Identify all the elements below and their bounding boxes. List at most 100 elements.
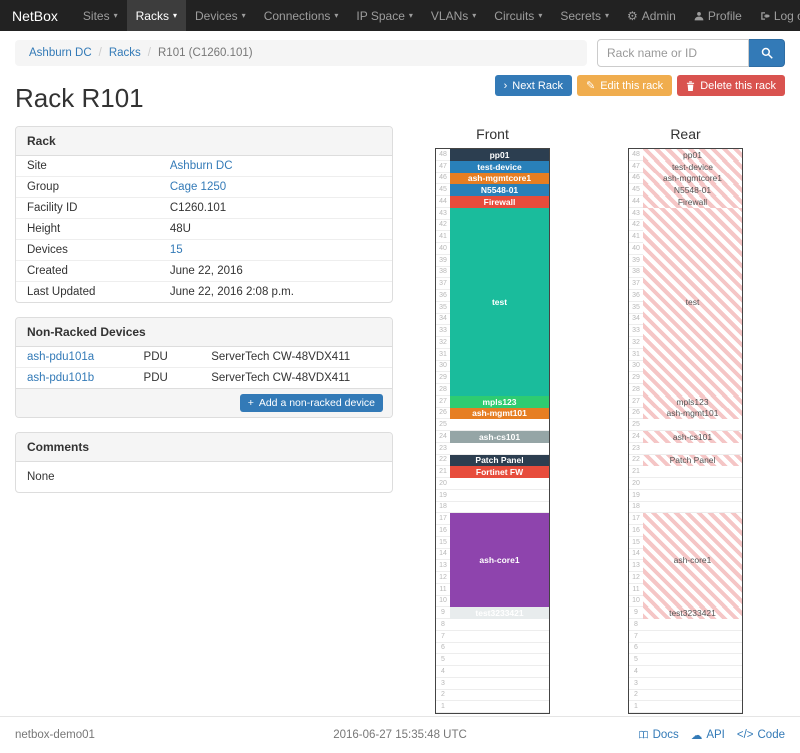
device-test-device[interactable]: test-device	[450, 160, 549, 173]
device-test3233421[interactable]: test3233421	[450, 607, 549, 619]
rack-attr-row: Height 48U	[16, 218, 392, 240]
left-column: Rack Site Ashburn DC Group Cage 1250 Facilit…	[15, 126, 393, 507]
chevron-down-icon: ▾	[334, 11, 339, 20]
footer-link-code[interactable]: </> Code	[737, 728, 785, 742]
device-mpls123-rear[interactable]: mpls123	[643, 395, 742, 408]
device-patch-panel-rear[interactable]: Patch Panel	[643, 454, 742, 467]
rack-unit-18: 18	[629, 502, 742, 514]
nav-item-sites[interactable]: Sites ▾	[74, 0, 127, 31]
device-test[interactable]: test	[450, 207, 549, 396]
unit-number: 17	[439, 515, 447, 523]
device-firewall-rear[interactable]: Firewall	[643, 196, 742, 208]
unit-number: 13	[439, 562, 447, 570]
device-ash-mgmt101[interactable]: ash-mgmt101	[450, 407, 549, 420]
unit-number: 30	[439, 362, 447, 370]
device-fortinet-fw[interactable]: Fortinet FW	[450, 466, 549, 478]
attr-value-link[interactable]: Ashburn DC	[169, 160, 233, 172]
nav-item-profile[interactable]: Profile	[685, 0, 751, 31]
rack-attr-row: Last Updated June 22, 2016 2:08 p.m.	[16, 281, 392, 302]
unit-number: 41	[632, 233, 640, 241]
nav-item-ip-space[interactable]: IP Space ▾	[347, 0, 422, 31]
rear-elevation-title: Rear	[670, 126, 701, 142]
breadcrumb: Ashburn DC / Racks / R101 (C1260.101)	[15, 40, 587, 66]
device-firewall[interactable]: Firewall	[450, 196, 549, 208]
device-test-device-rear[interactable]: test-device	[643, 160, 742, 173]
unit-number: 48	[439, 150, 447, 158]
delete-this-rack-button[interactable]: Delete this rack	[677, 75, 785, 96]
attr-value-link[interactable]: Cage 1250	[169, 181, 227, 193]
rack-unit-7: 7	[629, 631, 742, 643]
rack-unit-23: 23	[436, 443, 549, 455]
unit-number: 12	[439, 573, 447, 581]
footer-link-docs[interactable]: Docs	[638, 728, 679, 742]
rear-rack: 48 47 46 45 44 43 42 41 40 39 38 37 36 35 34 33 32 31 30 29…	[628, 148, 743, 714]
device-ash-mgmtcore1-rear[interactable]: ash-mgmtcore1	[643, 172, 742, 185]
navbar: NetBox Sites ▾ Racks ▾ Devices ▾ Connections ▾ I…	[0, 0, 800, 31]
nav-item-admin[interactable]: ⚙ Admin	[618, 0, 685, 31]
attr-label: Last Updated	[16, 281, 159, 302]
device-ash-core1[interactable]: ash-core1	[450, 513, 549, 608]
rack-unit-18: 18	[436, 502, 549, 514]
unit-number: 14	[632, 550, 640, 558]
device-test3233421-rear[interactable]: test3233421	[643, 607, 742, 619]
device-ash-mgmtcore1[interactable]: ash-mgmtcore1	[450, 172, 549, 185]
footer-link-label: Docs	[652, 729, 679, 741]
unit-number: 1	[441, 703, 445, 711]
footer-timestamp: 2016-06-27 15:35:48 UTC	[333, 729, 467, 741]
device-test-rear[interactable]: test	[643, 207, 742, 396]
nav-item-vlans[interactable]: VLANs ▾	[422, 0, 485, 31]
device-n5548-01[interactable]: N5548-01	[450, 184, 549, 196]
next-rack-button[interactable]: › Next Rack	[494, 75, 572, 96]
unit-number: 43	[632, 209, 640, 217]
unit-number: 17	[632, 515, 640, 523]
unit-number: 7	[441, 632, 445, 640]
edit-this-rack-button[interactable]: ✎ Edit this rack	[577, 75, 673, 96]
non-racked-panel-title: Non-Racked Devices	[16, 318, 392, 347]
unit-number: 18	[439, 503, 447, 511]
nav-item-log-out[interactable]: Log out	[751, 0, 800, 31]
brand[interactable]: NetBox	[12, 7, 58, 24]
device-mpls123[interactable]: mpls123	[450, 395, 549, 408]
nav-item-devices[interactable]: Devices ▾	[186, 0, 255, 31]
device-pp01[interactable]: pp01	[450, 149, 549, 161]
device-pp01-rear[interactable]: pp01	[643, 149, 742, 161]
rack-unit-25: 25	[436, 419, 549, 431]
nav-item-secrets[interactable]: Secrets ▾	[551, 0, 618, 31]
button-label: Add a non-racked device	[258, 397, 375, 409]
rack-elevations: Front 48 47 46 45 44 43 42 41 40 39 38 37 36 35 34 33 32…	[393, 126, 785, 714]
add-non-racked-device-button[interactable]: + Add a non-racked device	[239, 394, 383, 412]
attr-label: Site	[27, 160, 47, 172]
unit-number: 11	[632, 585, 640, 593]
unit-number: 39	[632, 256, 640, 264]
device-name-link[interactable]: ash-pdu101a	[27, 351, 95, 363]
cloud-icon: ☁	[690, 730, 703, 742]
search-button[interactable]	[749, 39, 785, 67]
device-ash-mgmt101-rear[interactable]: ash-mgmt101	[643, 407, 742, 420]
search-input[interactable]	[597, 39, 749, 67]
chevron-down-icon: ▾	[408, 11, 413, 20]
device-ash-core1-rear[interactable]: ash-core1	[643, 513, 742, 608]
attr-value: C1260.101	[158, 197, 392, 219]
rack-unit-1: 1	[436, 701, 549, 713]
unit-number: 37	[632, 280, 640, 288]
footer-link-api[interactable]: ☁ API	[691, 728, 725, 742]
breadcrumb-link[interactable]: Ashburn DC	[29, 47, 92, 59]
device-name-link[interactable]: ash-pdu101b	[27, 372, 95, 384]
device-ash-cs101-rear[interactable]: ash-cs101	[643, 431, 742, 443]
device-ash-cs101[interactable]: ash-cs101	[450, 431, 549, 443]
device-patch-panel[interactable]: Patch Panel	[450, 454, 549, 467]
breadcrumb-link[interactable]: Racks	[108, 47, 141, 59]
chevron-right-icon: ›	[503, 79, 508, 92]
attr-value-link[interactable]: 15	[169, 244, 183, 256]
rack-unit-6: 6	[436, 643, 549, 655]
non-racked-device-row: ash-pdu101a PDU ServerTech CW-48VDX411	[16, 347, 392, 368]
rack-unit-2: 2	[436, 690, 549, 702]
nav-item-circuits[interactable]: Circuits ▾	[485, 0, 551, 31]
nav-item-racks[interactable]: Racks ▾	[126, 0, 186, 31]
breadcrumb-separator: /	[98, 47, 102, 59]
rack-unit-8: 8	[436, 619, 549, 631]
nav-item-connections[interactable]: Connections ▾	[255, 0, 348, 31]
comments-panel-title: Comments	[16, 433, 392, 462]
device-n5548-01-rear[interactable]: N5548-01	[643, 184, 742, 196]
rack-unit-19: 19	[436, 490, 549, 502]
